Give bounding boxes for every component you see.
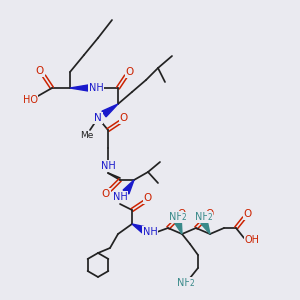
Text: HO: HO: [22, 95, 38, 105]
Text: O: O: [36, 66, 44, 76]
Text: O: O: [244, 209, 252, 219]
Text: O: O: [178, 209, 186, 219]
Polygon shape: [102, 104, 118, 117]
Text: NH: NH: [195, 212, 209, 222]
Text: Me: Me: [80, 131, 94, 140]
Text: O: O: [102, 189, 110, 199]
Polygon shape: [175, 221, 182, 234]
Text: NH: NH: [177, 278, 191, 288]
Polygon shape: [201, 220, 210, 234]
Polygon shape: [70, 85, 88, 91]
Text: 2: 2: [182, 212, 186, 221]
Text: 2: 2: [208, 212, 212, 221]
Polygon shape: [132, 224, 146, 233]
Text: N: N: [94, 113, 102, 123]
Text: NH: NH: [88, 83, 104, 93]
Text: O: O: [120, 113, 128, 123]
Text: O: O: [206, 209, 214, 219]
Text: OH: OH: [244, 235, 260, 245]
Text: NH: NH: [100, 161, 116, 171]
Text: NH: NH: [169, 212, 183, 222]
Text: NH: NH: [112, 192, 128, 202]
Text: 2: 2: [190, 278, 194, 287]
Polygon shape: [123, 180, 134, 194]
Text: O: O: [126, 67, 134, 77]
Text: O: O: [144, 193, 152, 203]
Text: NH: NH: [142, 227, 158, 237]
